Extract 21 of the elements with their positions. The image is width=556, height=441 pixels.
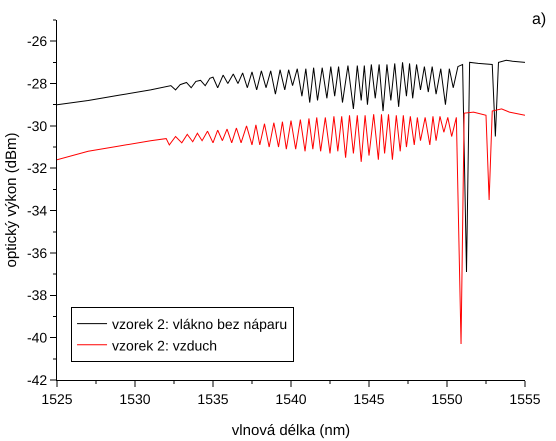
y-tick-label: -28	[26, 75, 48, 92]
y-tick-label: -34	[26, 202, 48, 218]
y-tick-label: -42	[26, 372, 48, 388]
x-tick-label: 1555	[509, 390, 541, 407]
x-tick-label: 1535	[197, 390, 229, 407]
y-tick-label: -38	[26, 287, 48, 304]
y-tick-label: -40	[26, 330, 48, 346]
x-tick-label: 1530	[119, 390, 151, 407]
text: a)	[532, 11, 546, 28]
x-tick-label: 1545	[353, 390, 385, 407]
x-tick-label: 1550	[431, 390, 463, 407]
legend-label: vzorek 2: vzduch	[112, 337, 218, 354]
legend-label: vzorek 2: vlákno bez náparu	[112, 316, 288, 332]
y-tick-label: -36	[26, 244, 48, 261]
x-axis-title: vlnová délka (nm)	[232, 422, 350, 439]
x-tick-label: 1540	[275, 390, 307, 407]
y-tick-label: -30	[26, 118, 48, 134]
y-tick-label: -26	[26, 33, 48, 50]
y-tick-label: -32	[26, 160, 48, 176]
y-axis-title: optický výkon (dBm)	[3, 132, 20, 268]
x-tick-label: 1525	[41, 390, 73, 407]
